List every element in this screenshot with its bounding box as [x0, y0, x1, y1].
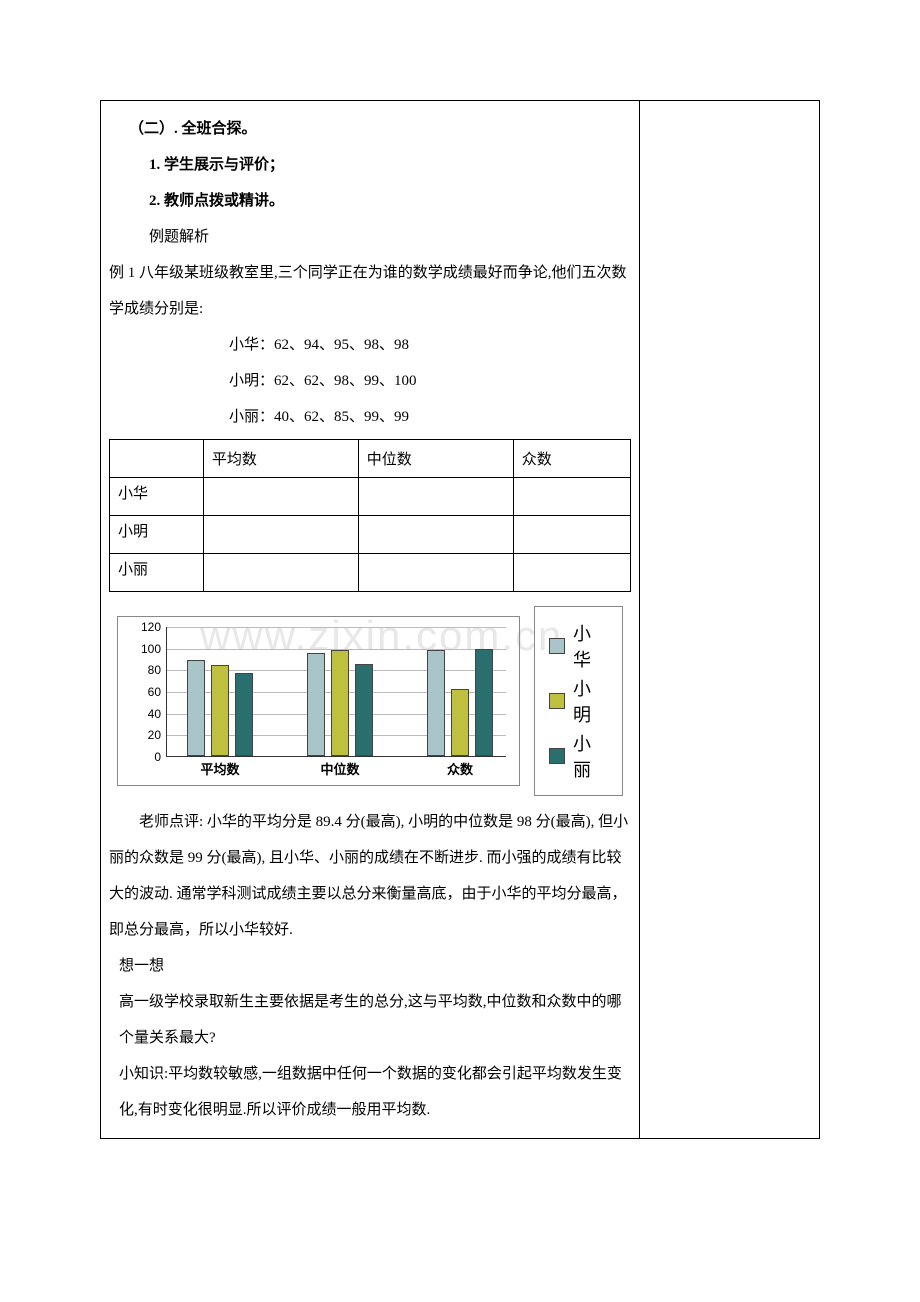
x-axis-label: 众数: [430, 759, 490, 778]
table-cell: 小明: [110, 516, 204, 554]
table-row: 小华: [110, 478, 631, 516]
y-axis-label: 40: [129, 707, 161, 721]
table-row: 小丽: [110, 554, 631, 592]
tip-text: 小知识:平均数较敏感,一组数据中任何一个数据的变化都会引起平均数发生变化,有时变…: [109, 1056, 631, 1128]
y-axis-label: 20: [129, 728, 161, 742]
y-axis-label: 120: [129, 620, 161, 634]
plot-area: 020406080100120平均数中位数众数: [166, 627, 506, 757]
bar: [331, 650, 349, 756]
grid-line: [167, 627, 506, 628]
x-axis-label: 中位数: [310, 759, 370, 778]
y-axis-label: 60: [129, 685, 161, 699]
content-cell: （二）. 全班合探。 1. 学生展示与评价； 2. 教师点拨或精讲。 例题解析 …: [101, 101, 640, 1139]
bar: [235, 673, 253, 756]
think-heading: 想一想: [109, 948, 631, 984]
legend-swatch: [549, 748, 565, 764]
table-cell: [203, 478, 358, 516]
analysis-label: 例题解析: [109, 219, 631, 255]
legend-swatch: [549, 638, 565, 654]
bar-chart: 0 20 40 60 80 100 120 平均数 中位数 众数: [117, 616, 520, 786]
table-cell: [358, 554, 513, 592]
bar: [427, 650, 445, 756]
legend-item: 小华: [549, 620, 608, 672]
table-cell: 小丽: [110, 554, 204, 592]
table-header: 中位数: [358, 440, 513, 478]
scores-li: 小丽：40、62、85、99、99: [109, 399, 631, 435]
bar: [187, 660, 205, 756]
scores-ming: 小明：62、62、98、99、100: [109, 363, 631, 399]
bar: [211, 665, 229, 756]
table-cell: [358, 516, 513, 554]
bar: [355, 664, 373, 756]
section-heading: （二）. 全班合探。: [109, 111, 631, 147]
table-header: 平均数: [203, 440, 358, 478]
scores-hua: 小华：62、94、95、98、98: [109, 327, 631, 363]
table-header: [110, 440, 204, 478]
y-axis-label: 80: [129, 663, 161, 677]
think-question: 高一级学校录取新生主要依据是考生的总分,这与平均数,中位数和众数中的哪个量关系最…: [109, 984, 631, 1056]
layout-table: （二）. 全班合探。 1. 学生展示与评价； 2. 教师点拨或精讲。 例题解析 …: [100, 100, 820, 1139]
legend-swatch: [549, 693, 565, 709]
teacher-comment: 老师点评: 小华的平均分是 89.4 分(最高), 小明的中位数是 98 分(最…: [109, 804, 631, 948]
legend-item: 小丽: [549, 730, 608, 782]
table-cell: [513, 478, 631, 516]
table-header-row: 平均数 中位数 众数: [110, 440, 631, 478]
margin-cell: [640, 101, 820, 1139]
example-intro: 例 1 八年级某班级教室里,三个同学正在为谁的数学成绩最好而争论,他们五次数学成…: [109, 255, 631, 327]
bar: [307, 653, 325, 756]
chart-container: 0 20 40 60 80 100 120 平均数 中位数 众数 小华小明小丽: [109, 602, 631, 804]
legend-item: 小明: [549, 675, 608, 727]
table-cell: [203, 554, 358, 592]
table-header: 众数: [513, 440, 631, 478]
table-cell: 小华: [110, 478, 204, 516]
list-item-1: 1. 学生展示与评价；: [109, 147, 631, 183]
table-cell: [358, 478, 513, 516]
legend-label: 小明: [573, 675, 608, 727]
y-axis-label: 100: [129, 642, 161, 656]
stats-table: 平均数 中位数 众数 小华 小明: [109, 439, 631, 592]
table-row: 小明: [110, 516, 631, 554]
table-cell: [513, 554, 631, 592]
bar: [451, 689, 469, 756]
legend-label: 小华: [573, 620, 608, 672]
chart-legend: 小华小明小丽: [534, 606, 623, 796]
y-axis-label: 0: [129, 750, 161, 764]
list-item-2: 2. 教师点拨或精讲。: [109, 183, 631, 219]
table-cell: [203, 516, 358, 554]
table-cell: [513, 516, 631, 554]
bar: [475, 649, 493, 756]
legend-label: 小丽: [573, 730, 608, 782]
x-axis-label: 平均数: [190, 759, 250, 778]
